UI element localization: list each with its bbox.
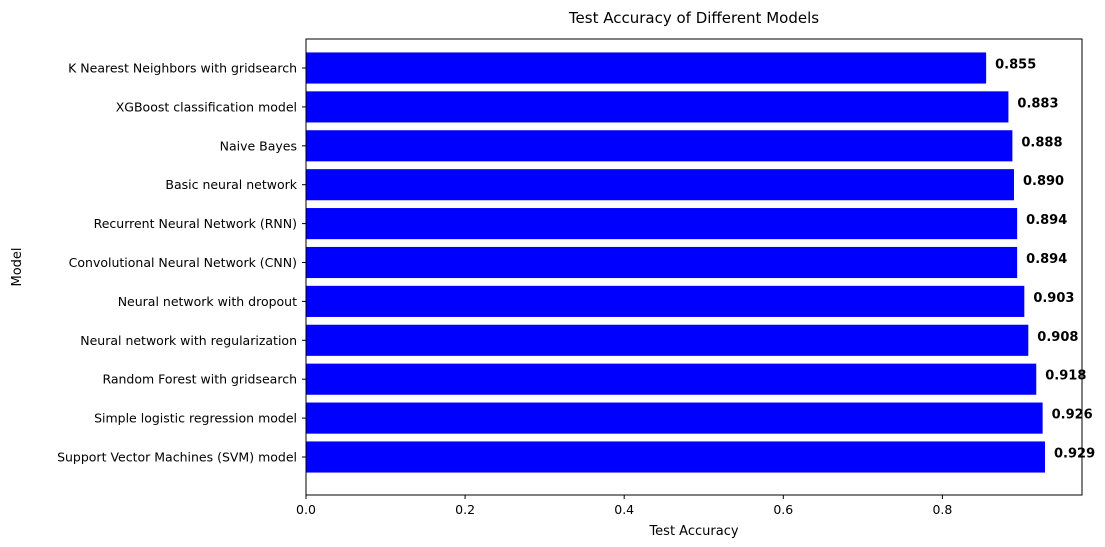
value-label: 0.855	[995, 58, 1036, 73]
bar	[306, 285, 1025, 317]
value-labels: 0.929 0.926 0.918 0.908 0.903 0.894 0.894 0.890…	[995, 58, 1095, 462]
bar	[306, 324, 1029, 356]
y-tick-label: Random Forest with gridsearch	[102, 372, 297, 387]
value-label: 0.883	[1017, 96, 1058, 111]
bar	[306, 52, 987, 84]
x-axis-title: Test Accuracy	[648, 524, 738, 539]
bar	[306, 169, 1014, 201]
x-ticks: 0.0 0.2 0.4 0.6 0.8	[296, 495, 952, 517]
x-tick-label: 0.8	[932, 502, 952, 517]
value-label: 0.888	[1021, 135, 1062, 150]
y-tick-label: Basic neural network	[165, 177, 297, 192]
y-tick-label: XGBoost classification model	[116, 99, 297, 114]
value-label: 0.903	[1033, 291, 1074, 306]
value-label: 0.926	[1052, 408, 1093, 423]
y-tick-labels: Support Vector Machines (SVM) model Simpl…	[57, 61, 306, 465]
y-axis-title: Model	[10, 247, 25, 286]
value-label: 0.894	[1026, 213, 1067, 228]
y-tick-label: Naive Bayes	[220, 138, 297, 153]
chart-title: Test Accuracy of Different Models	[568, 9, 819, 27]
value-label: 0.894	[1026, 252, 1067, 267]
bar	[306, 130, 1013, 162]
x-tick-label: 0.6	[773, 502, 793, 517]
y-tick-label: Convolutional Neural Network (CNN)	[69, 255, 297, 270]
bar	[306, 208, 1018, 240]
value-label: 0.890	[1023, 174, 1064, 189]
bar	[306, 402, 1043, 434]
value-label: 0.929	[1054, 447, 1095, 462]
bar	[306, 246, 1018, 279]
y-tick-label: Support Vector Machines (SVM) model	[57, 450, 297, 465]
y-tick-label: Simple logistic regression model	[94, 411, 297, 426]
y-tick-label: Neural network with regularization	[80, 333, 297, 348]
y-tick-label: Neural network with dropout	[118, 294, 297, 309]
value-label: 0.918	[1045, 369, 1086, 384]
x-tick-label: 0.4	[614, 502, 634, 517]
value-label: 0.908	[1037, 330, 1078, 345]
x-tick-label: 0.0	[296, 502, 316, 517]
bar	[306, 363, 1037, 395]
bar	[306, 91, 1009, 123]
y-tick-label: K Nearest Neighbors with gridsearch	[68, 61, 297, 76]
plot-frame	[305, 38, 1083, 496]
bars-group	[306, 52, 1046, 473]
x-tick-label: 0.2	[455, 502, 475, 517]
bar	[306, 441, 1046, 473]
y-tick-label: Recurrent Neural Network (RNN)	[94, 216, 297, 231]
